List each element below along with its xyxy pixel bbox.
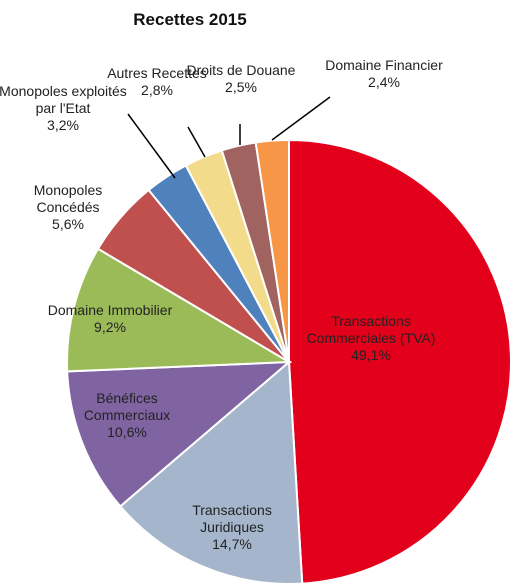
leader-line [127, 113, 176, 179]
slice-label: Autres Recettes 2,8% [92, 65, 222, 99]
chart-title: Recettes 2015 [133, 10, 247, 29]
slice-label: Monopoles Concédés 5,6% [3, 182, 133, 233]
pie-slice [254, 138, 290, 363]
leader-line [187, 126, 206, 158]
pie-slice [288, 138, 512, 585]
category-label: Monopoles exploités par l'Etat [0, 83, 127, 116]
category-label: Domaine Financier [325, 57, 443, 73]
value-label: 2,5% [225, 79, 257, 95]
value-label: 10,6% [107, 424, 147, 440]
pie-slice [118, 359, 304, 585]
category-label: Transactions Juridiques [192, 502, 272, 535]
slice-label: Monopoles exploités par l'Etat 3,2% [0, 83, 128, 134]
slice-label: Bénéfices Commerciaux 10,6% [62, 390, 192, 441]
slice-label: Droits de Douane 2,5% [176, 62, 306, 96]
category-label: Domaine Immobilier [47, 302, 173, 318]
category-label: Bénéfices Commerciaux [83, 390, 171, 423]
category-label: Autres Recettes [107, 65, 207, 81]
slice-label: Transactions Juridiques 14,7% [167, 502, 297, 553]
slice-label: Transactions Commerciales (TVA) 49,1% [306, 313, 436, 364]
slice-label: Domaine Financier 2,4% [319, 57, 449, 91]
value-label: 9,2% [94, 319, 126, 335]
slice-label: Domaine Immobilier 9,2% [45, 302, 175, 336]
value-label: 49,1% [351, 347, 391, 363]
category-label: Transactions Commerciales (TVA) [306, 313, 436, 346]
pie-slice [66, 360, 292, 508]
value-label: 2,8% [141, 82, 173, 98]
value-label: 2,4% [368, 74, 400, 90]
category-label: Droits de Douane [186, 62, 296, 78]
pie-slice [66, 247, 293, 373]
value-label: 3,2% [47, 117, 79, 133]
value-label: 14,7% [212, 536, 252, 552]
leader-line [271, 96, 331, 141]
category-label: Monopoles Concédés [33, 182, 103, 215]
value-label: 5,6% [52, 216, 84, 232]
